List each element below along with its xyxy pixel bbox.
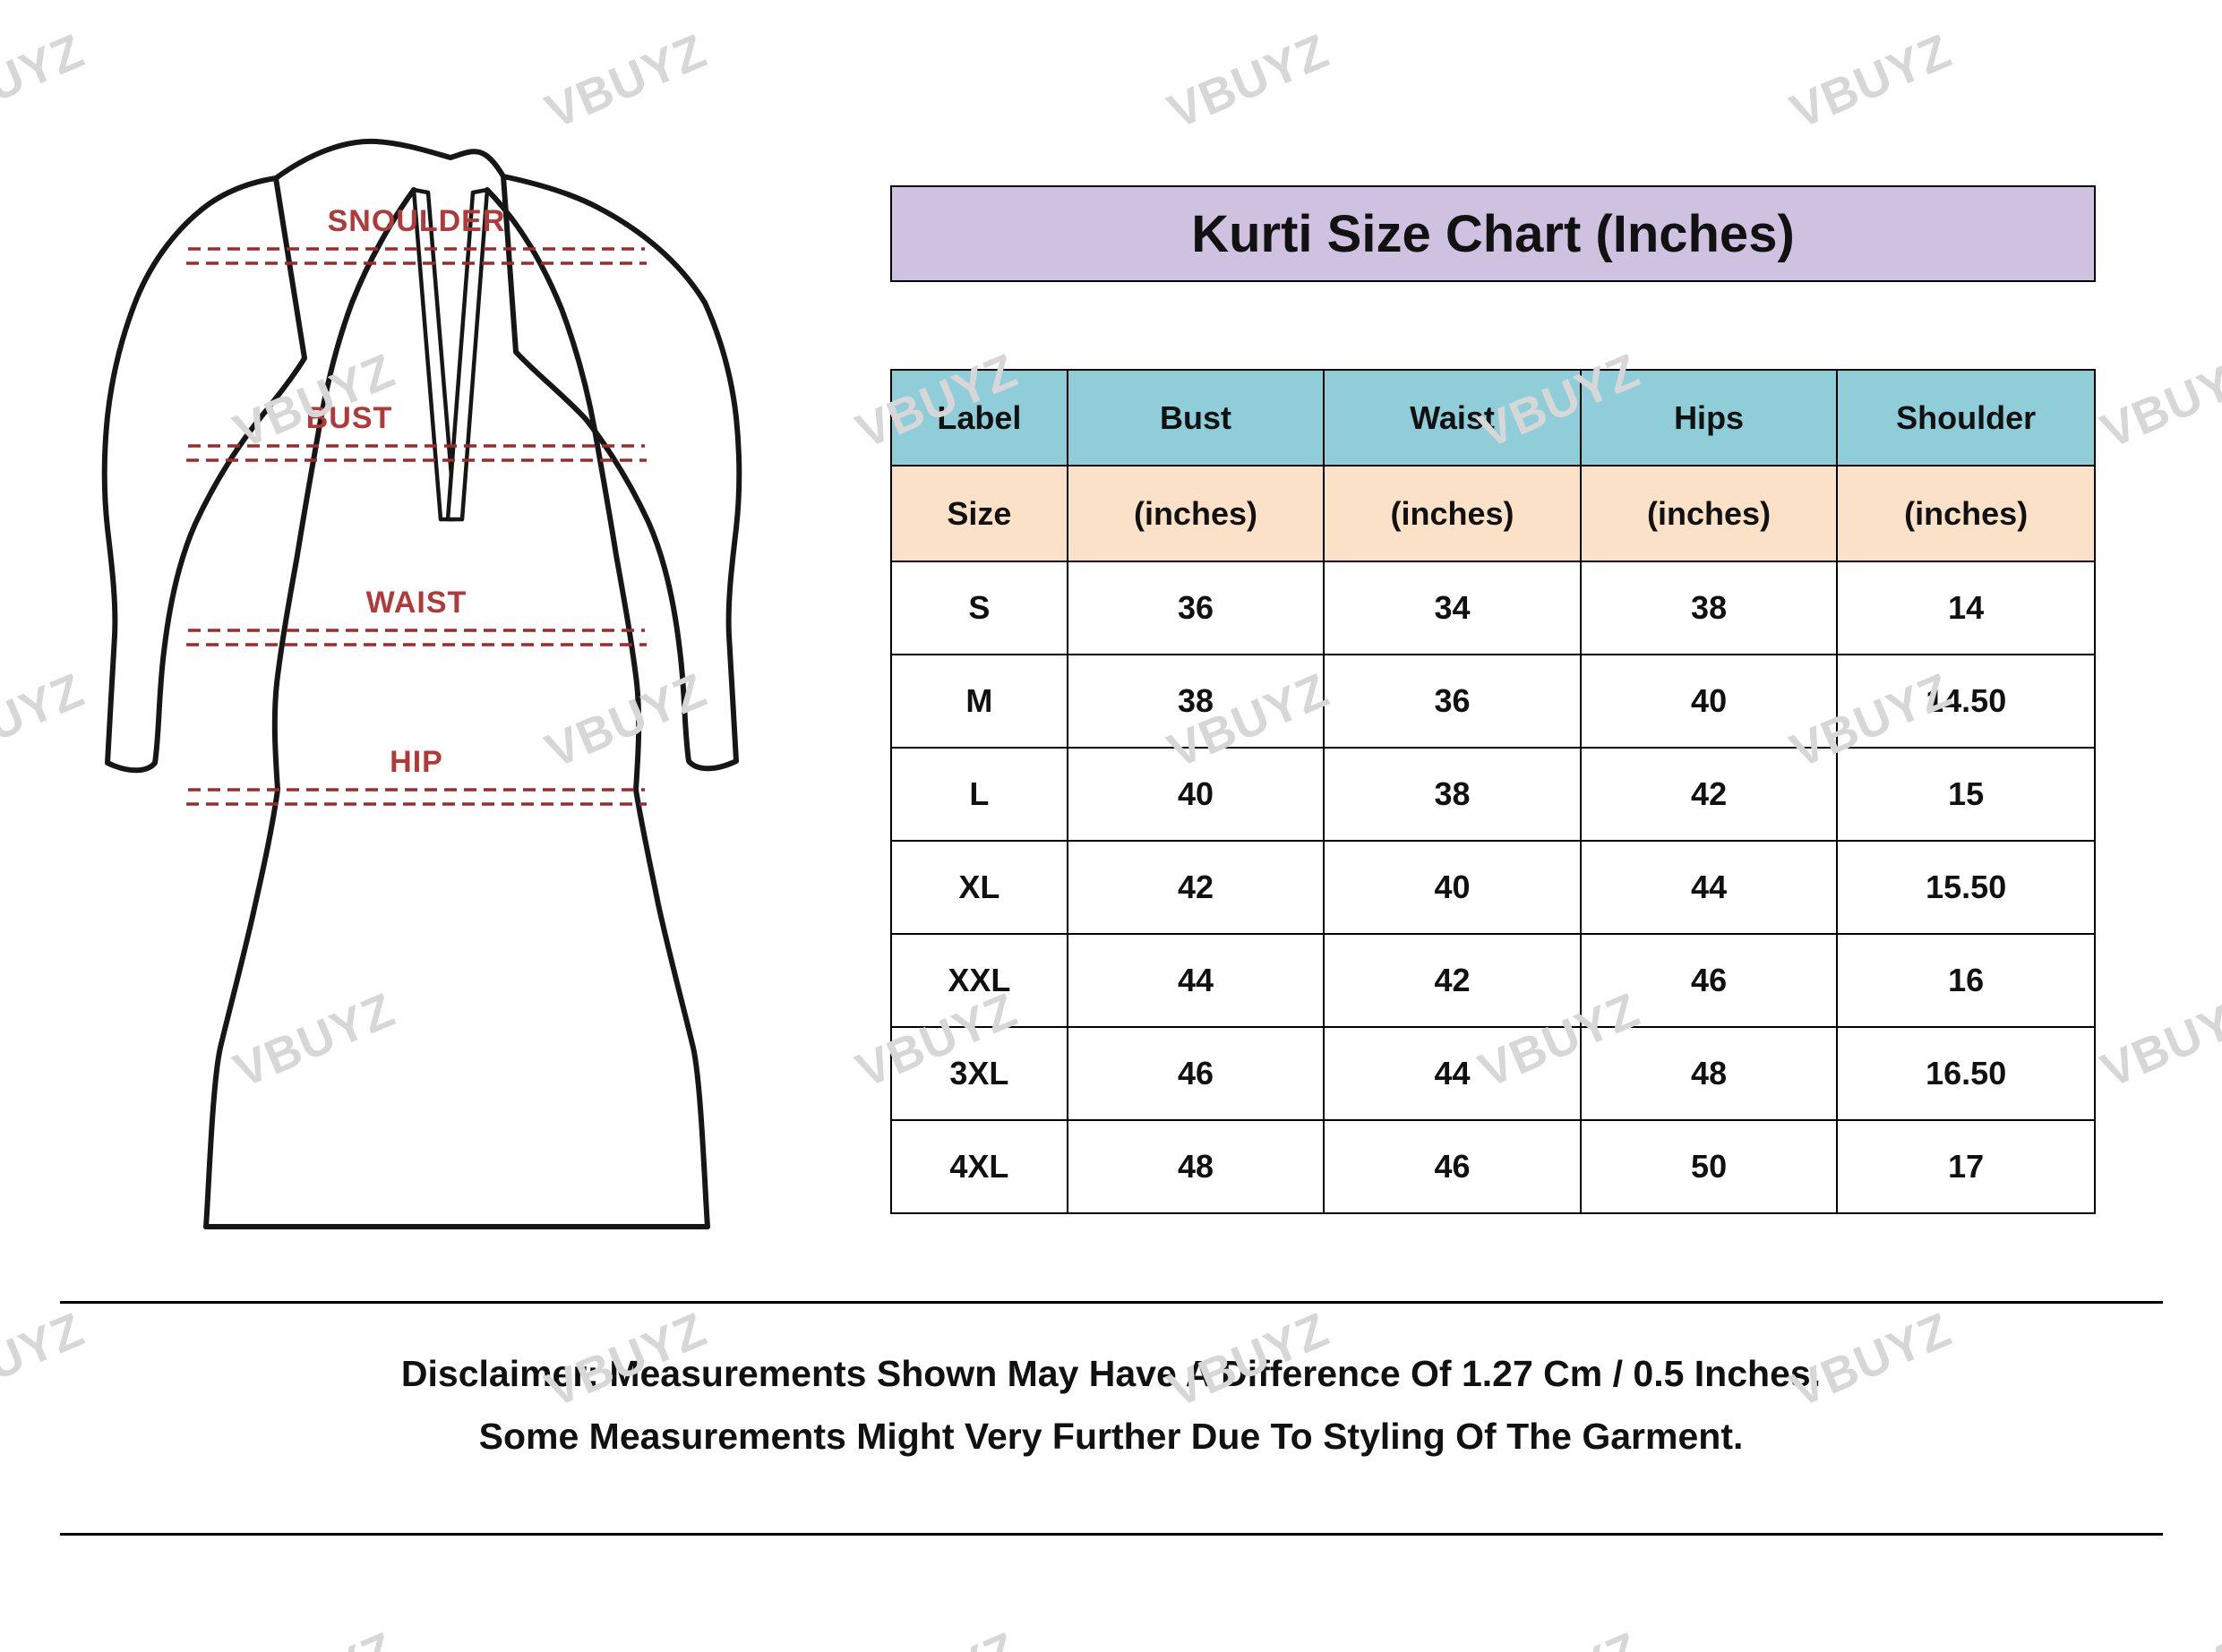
svg-text:WAIST: WAIST [366,586,468,620]
svg-text:HIP: HIP [390,745,443,779]
svg-text:BUST: BUST [306,401,393,435]
svg-text:SNOULDER: SNOULDER [328,204,506,238]
